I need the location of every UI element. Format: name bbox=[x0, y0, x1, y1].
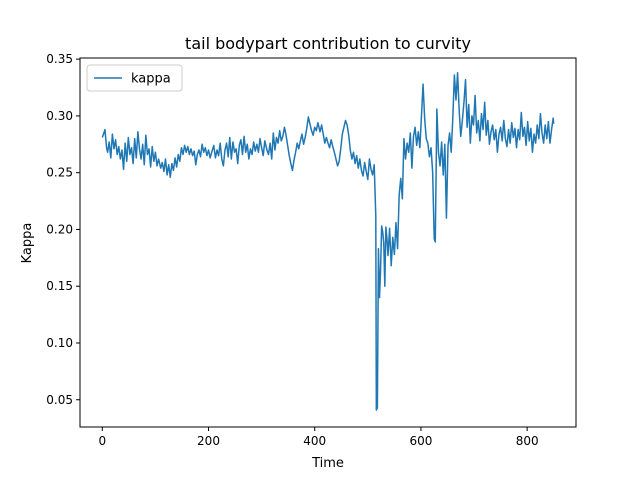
x-tick-label: 400 bbox=[303, 434, 326, 448]
y-tick-label: 0.35 bbox=[46, 52, 73, 66]
x-axis-ticks: 0 200 400 600 800 bbox=[98, 427, 539, 448]
y-tick-label: 0.15 bbox=[46, 279, 73, 293]
series-layer bbox=[101, 72, 555, 411]
legend-box bbox=[86, 64, 183, 92]
legend-label-kappa: kappa bbox=[131, 72, 171, 87]
legend: kappa bbox=[86, 64, 183, 92]
y-axis-ticks: 0.05 0.10 0.15 0.20 0.25 0.30 0.35 bbox=[46, 52, 80, 407]
y-tick-label: 0.10 bbox=[46, 336, 73, 350]
y-tick-label: 0.05 bbox=[46, 393, 73, 407]
y-axis-label: Kappa bbox=[20, 223, 35, 264]
series-line-kappa bbox=[101, 72, 555, 411]
plot-area bbox=[80, 58, 576, 427]
x-tick-label: 0 bbox=[98, 434, 106, 448]
x-tick-label: 800 bbox=[516, 434, 539, 448]
y-tick-label: 0.20 bbox=[46, 222, 73, 236]
y-tick-label: 0.25 bbox=[46, 166, 73, 180]
plot-frame bbox=[79, 57, 577, 428]
x-tick-label: 600 bbox=[409, 434, 432, 448]
x-tick-label: 200 bbox=[197, 434, 220, 448]
chart-title: tail bodypart contribution to curvity bbox=[185, 34, 471, 53]
x-axis-label: Time bbox=[311, 456, 344, 471]
y-tick-label: 0.30 bbox=[46, 109, 73, 123]
